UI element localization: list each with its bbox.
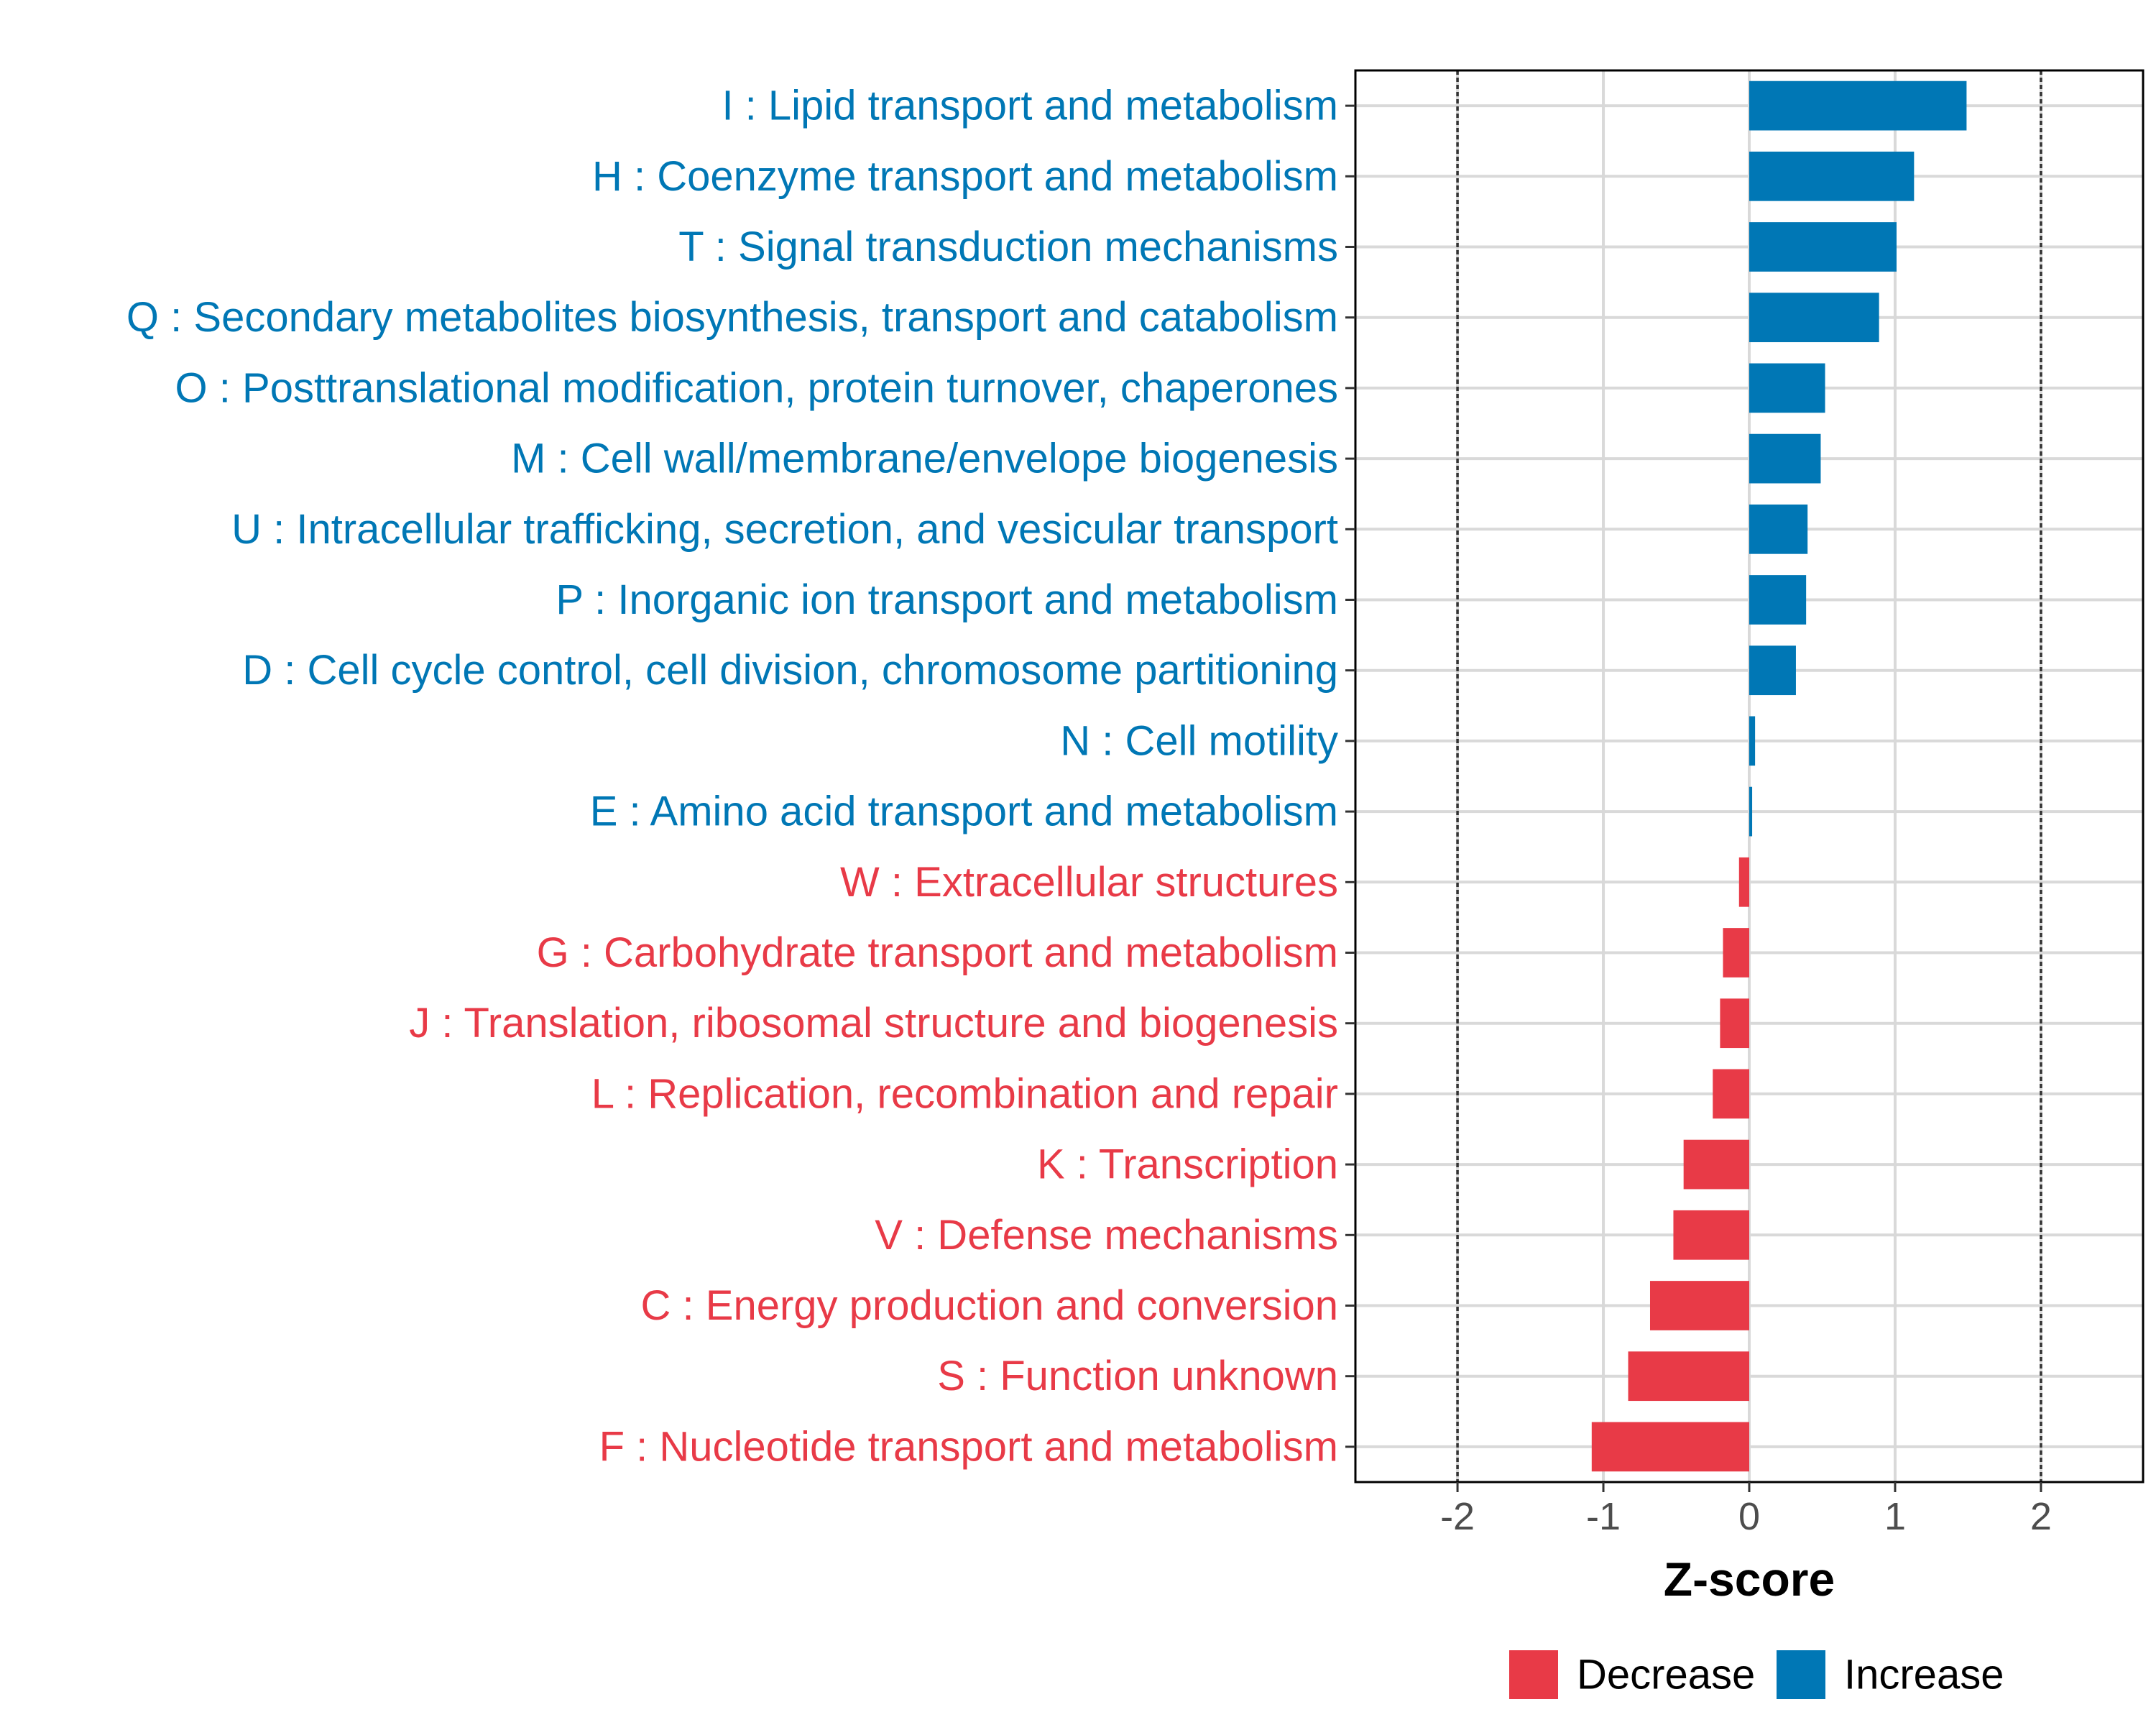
y-tick-label: L : Replication, recombination and repai… [591,1070,1338,1117]
bar [1628,1351,1749,1402]
bar [1749,222,1897,272]
grid-layer [1355,70,2143,1482]
bar [1673,1210,1749,1260]
bar [1738,857,1749,907]
x-tick-label: 2 [2030,1495,2052,1538]
legend-swatch [1509,1650,1558,1699]
bar [1723,928,1749,978]
x-tick-label: -1 [1586,1495,1621,1538]
y-tick-label: G : Carbohydrate transport and metabolis… [537,929,1338,976]
y-tick-label: S : Function unknown [937,1353,1338,1399]
y-tick-label: W : Extracellular structures [840,859,1338,906]
bar [1749,80,1967,131]
x-tick-label: -2 [1440,1495,1475,1538]
y-tick-label: K : Transcription [1037,1141,1338,1188]
bar [1749,575,1807,625]
y-tick-label: O : Posttranslational modification, prot… [175,364,1338,411]
bar [1749,293,1879,343]
y-tick-label: E : Amino acid transport and metabolism [590,788,1338,835]
bars-layer [1591,80,1967,1472]
x-axis: -2 -1 0 1 2 [1440,1482,2052,1538]
y-tick-label: D : Cell cycle control, cell division, c… [242,647,1338,694]
y-tick-label: N : Cell motility [1060,717,1338,764]
bar [1591,1422,1749,1472]
y-tick-label: Q : Secondary metabolites biosynthesis, … [126,294,1338,341]
y-tick-label: J : Translation, ribosomal structure and… [409,1000,1338,1046]
bar [1749,645,1796,696]
reference-lines [1456,70,2042,1482]
bar [1749,504,1808,554]
y-tick-label: C : Energy production and conversion [641,1282,1338,1329]
x-tick-label: 1 [1884,1495,1906,1538]
y-tick-label: M : Cell wall/membrane/envelope biogenes… [511,436,1338,482]
bar [1749,433,1821,484]
y-tick-label: U : Intracellular trafficking, secretion… [231,506,1338,553]
y-tick-label: V : Defense mechanisms [875,1212,1338,1259]
legend-label: Decrease [1577,1652,1755,1698]
y-axis: I : Lipid transport and metabolism H : Co… [126,83,1355,1470]
legend: Decrease Increase [1509,1650,2004,1699]
x-axis-title: Z-score [1664,1552,1835,1606]
y-tick-label: I : Lipid transport and metabolism [722,83,1338,129]
bar [1713,1069,1749,1119]
bar [1720,998,1749,1049]
x-tick-label: 0 [1738,1495,1760,1538]
bar [1749,151,1915,201]
legend-label: Increase [1844,1652,2004,1698]
bar [1749,716,1756,766]
legend-swatch [1777,1650,1825,1699]
bar [1749,363,1825,413]
y-tick-label: H : Coenzyme transport and metabolism [592,153,1338,200]
y-tick-label: P : Inorganic ion transport and metaboli… [556,576,1338,623]
bar [1683,1139,1749,1190]
bar [1649,1281,1749,1330]
y-tick-label: T : Signal transduction mechanisms [678,224,1338,270]
y-tick-label: F : Nucleotide transport and metabolism [599,1423,1338,1470]
bar [1749,786,1753,837]
